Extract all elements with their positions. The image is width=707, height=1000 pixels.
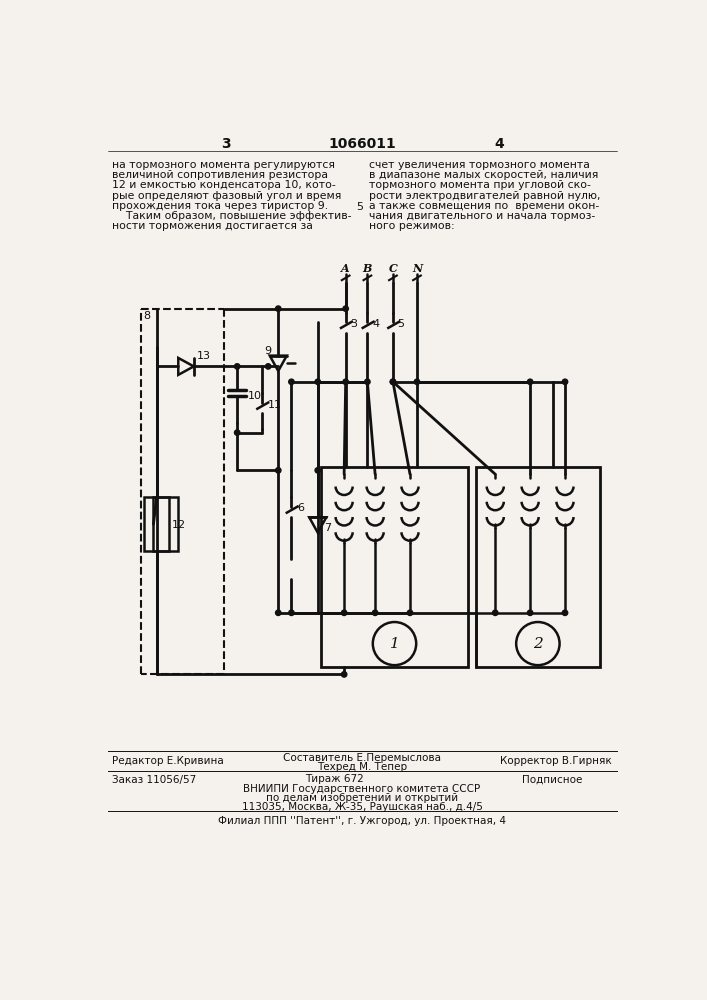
Bar [153,497,178,551]
Bar [476,466,600,667]
Circle shape [315,379,320,384]
Text: Заказ 11056/57: Заказ 11056/57 [112,774,196,784]
Text: 1: 1 [390,637,399,651]
Text: 4: 4 [494,137,504,151]
Circle shape [265,364,271,369]
Text: 7: 7 [324,523,331,533]
Text: 3: 3 [221,137,230,151]
Text: ВНИИПИ Государственного комитета СССР: ВНИИПИ Государственного комитета СССР [243,784,481,794]
Text: 113035, Москва, Ж-35, Раушская наб., д.4/5: 113035, Москва, Ж-35, Раушская наб., д.4… [242,802,482,812]
Circle shape [343,306,349,311]
Text: на тормозного момента регулируются: на тормозного момента регулируются [112,160,334,170]
Text: по делам изобретений и открытий: по делам изобретений и открытий [266,793,458,803]
Text: ности торможения достигается за: ности торможения достигается за [112,221,312,231]
Circle shape [288,379,294,384]
Text: рости электродвигателей равной нулю,: рости электродвигателей равной нулю, [369,191,600,201]
Circle shape [414,379,420,384]
Text: в диапазоне малых скоростей, наличия: в диапазоне малых скоростей, наличия [369,170,598,180]
Circle shape [315,468,320,473]
Bar [321,466,468,667]
Circle shape [493,610,498,615]
Text: Составитель Е.Перемыслова: Составитель Е.Перемыслова [283,753,441,763]
Text: 12: 12 [172,520,186,530]
Text: Корректор В.Гирняк: Корректор В.Гирняк [500,756,612,766]
Text: A: A [341,263,350,274]
Text: C: C [389,263,397,274]
Text: а также совмещения по  времени окон-: а также совмещения по времени окон- [369,201,599,211]
Text: 3: 3 [351,319,357,329]
Text: Редактор Е.Кривина: Редактор Е.Кривина [112,756,223,766]
Text: 13: 13 [197,351,211,361]
Circle shape [365,379,370,384]
Text: 11: 11 [268,400,282,410]
Circle shape [390,379,396,384]
Text: 9: 9 [264,346,271,356]
Circle shape [562,379,568,384]
Text: N: N [412,263,422,274]
Circle shape [276,306,281,311]
Text: ного режимов:: ного режимов: [369,221,455,231]
Text: прохождения тока через тиристор 9.: прохождения тока через тиристор 9. [112,201,328,211]
Text: Тираж 672: Тираж 672 [305,774,364,784]
Circle shape [390,379,396,384]
Text: 2: 2 [533,637,543,651]
Circle shape [373,610,378,615]
Text: Таким образом, повышение эффектив-: Таким образом, повышение эффектив- [112,211,351,221]
Text: 12 и емкостью конденсатора 10, кото-: 12 и емкостью конденсатора 10, кото- [112,180,335,190]
Circle shape [341,610,347,615]
Circle shape [527,610,533,615]
Circle shape [527,379,533,384]
Text: счет увеличения тормозного момента: счет увеличения тормозного момента [369,160,590,170]
Text: 4: 4 [372,319,379,329]
Circle shape [562,610,568,615]
Text: величиной сопротивления резистора: величиной сопротивления резистора [112,170,327,180]
Circle shape [288,610,294,615]
Circle shape [276,610,281,615]
Text: рые определяют фазовый угол и время: рые определяют фазовый угол и время [112,191,341,201]
Text: 8: 8 [144,311,151,321]
Text: 5: 5 [356,202,363,212]
Text: 5: 5 [397,319,404,329]
Text: 1066011: 1066011 [328,137,396,151]
Circle shape [407,610,413,615]
Circle shape [235,364,240,369]
Text: 10: 10 [248,391,262,401]
Text: 6: 6 [298,503,305,513]
Text: Подписное: Подписное [522,774,583,784]
Bar [144,497,169,551]
Text: Техред М. Тепер: Техред М. Тепер [317,762,407,772]
Text: B: B [363,263,372,274]
Text: Филиал ППП ''Патент'', г. Ужгород, ул. Проектная, 4: Филиал ППП ''Патент'', г. Ужгород, ул. П… [218,816,506,826]
Circle shape [341,672,347,677]
Circle shape [276,468,281,473]
Text: чания двигательного и начала тормоз-: чания двигательного и начала тормоз- [369,211,595,221]
Circle shape [343,379,349,384]
Text: тормозного момента при угловой ско-: тормозного момента при угловой ско- [369,180,591,190]
Circle shape [235,430,240,435]
